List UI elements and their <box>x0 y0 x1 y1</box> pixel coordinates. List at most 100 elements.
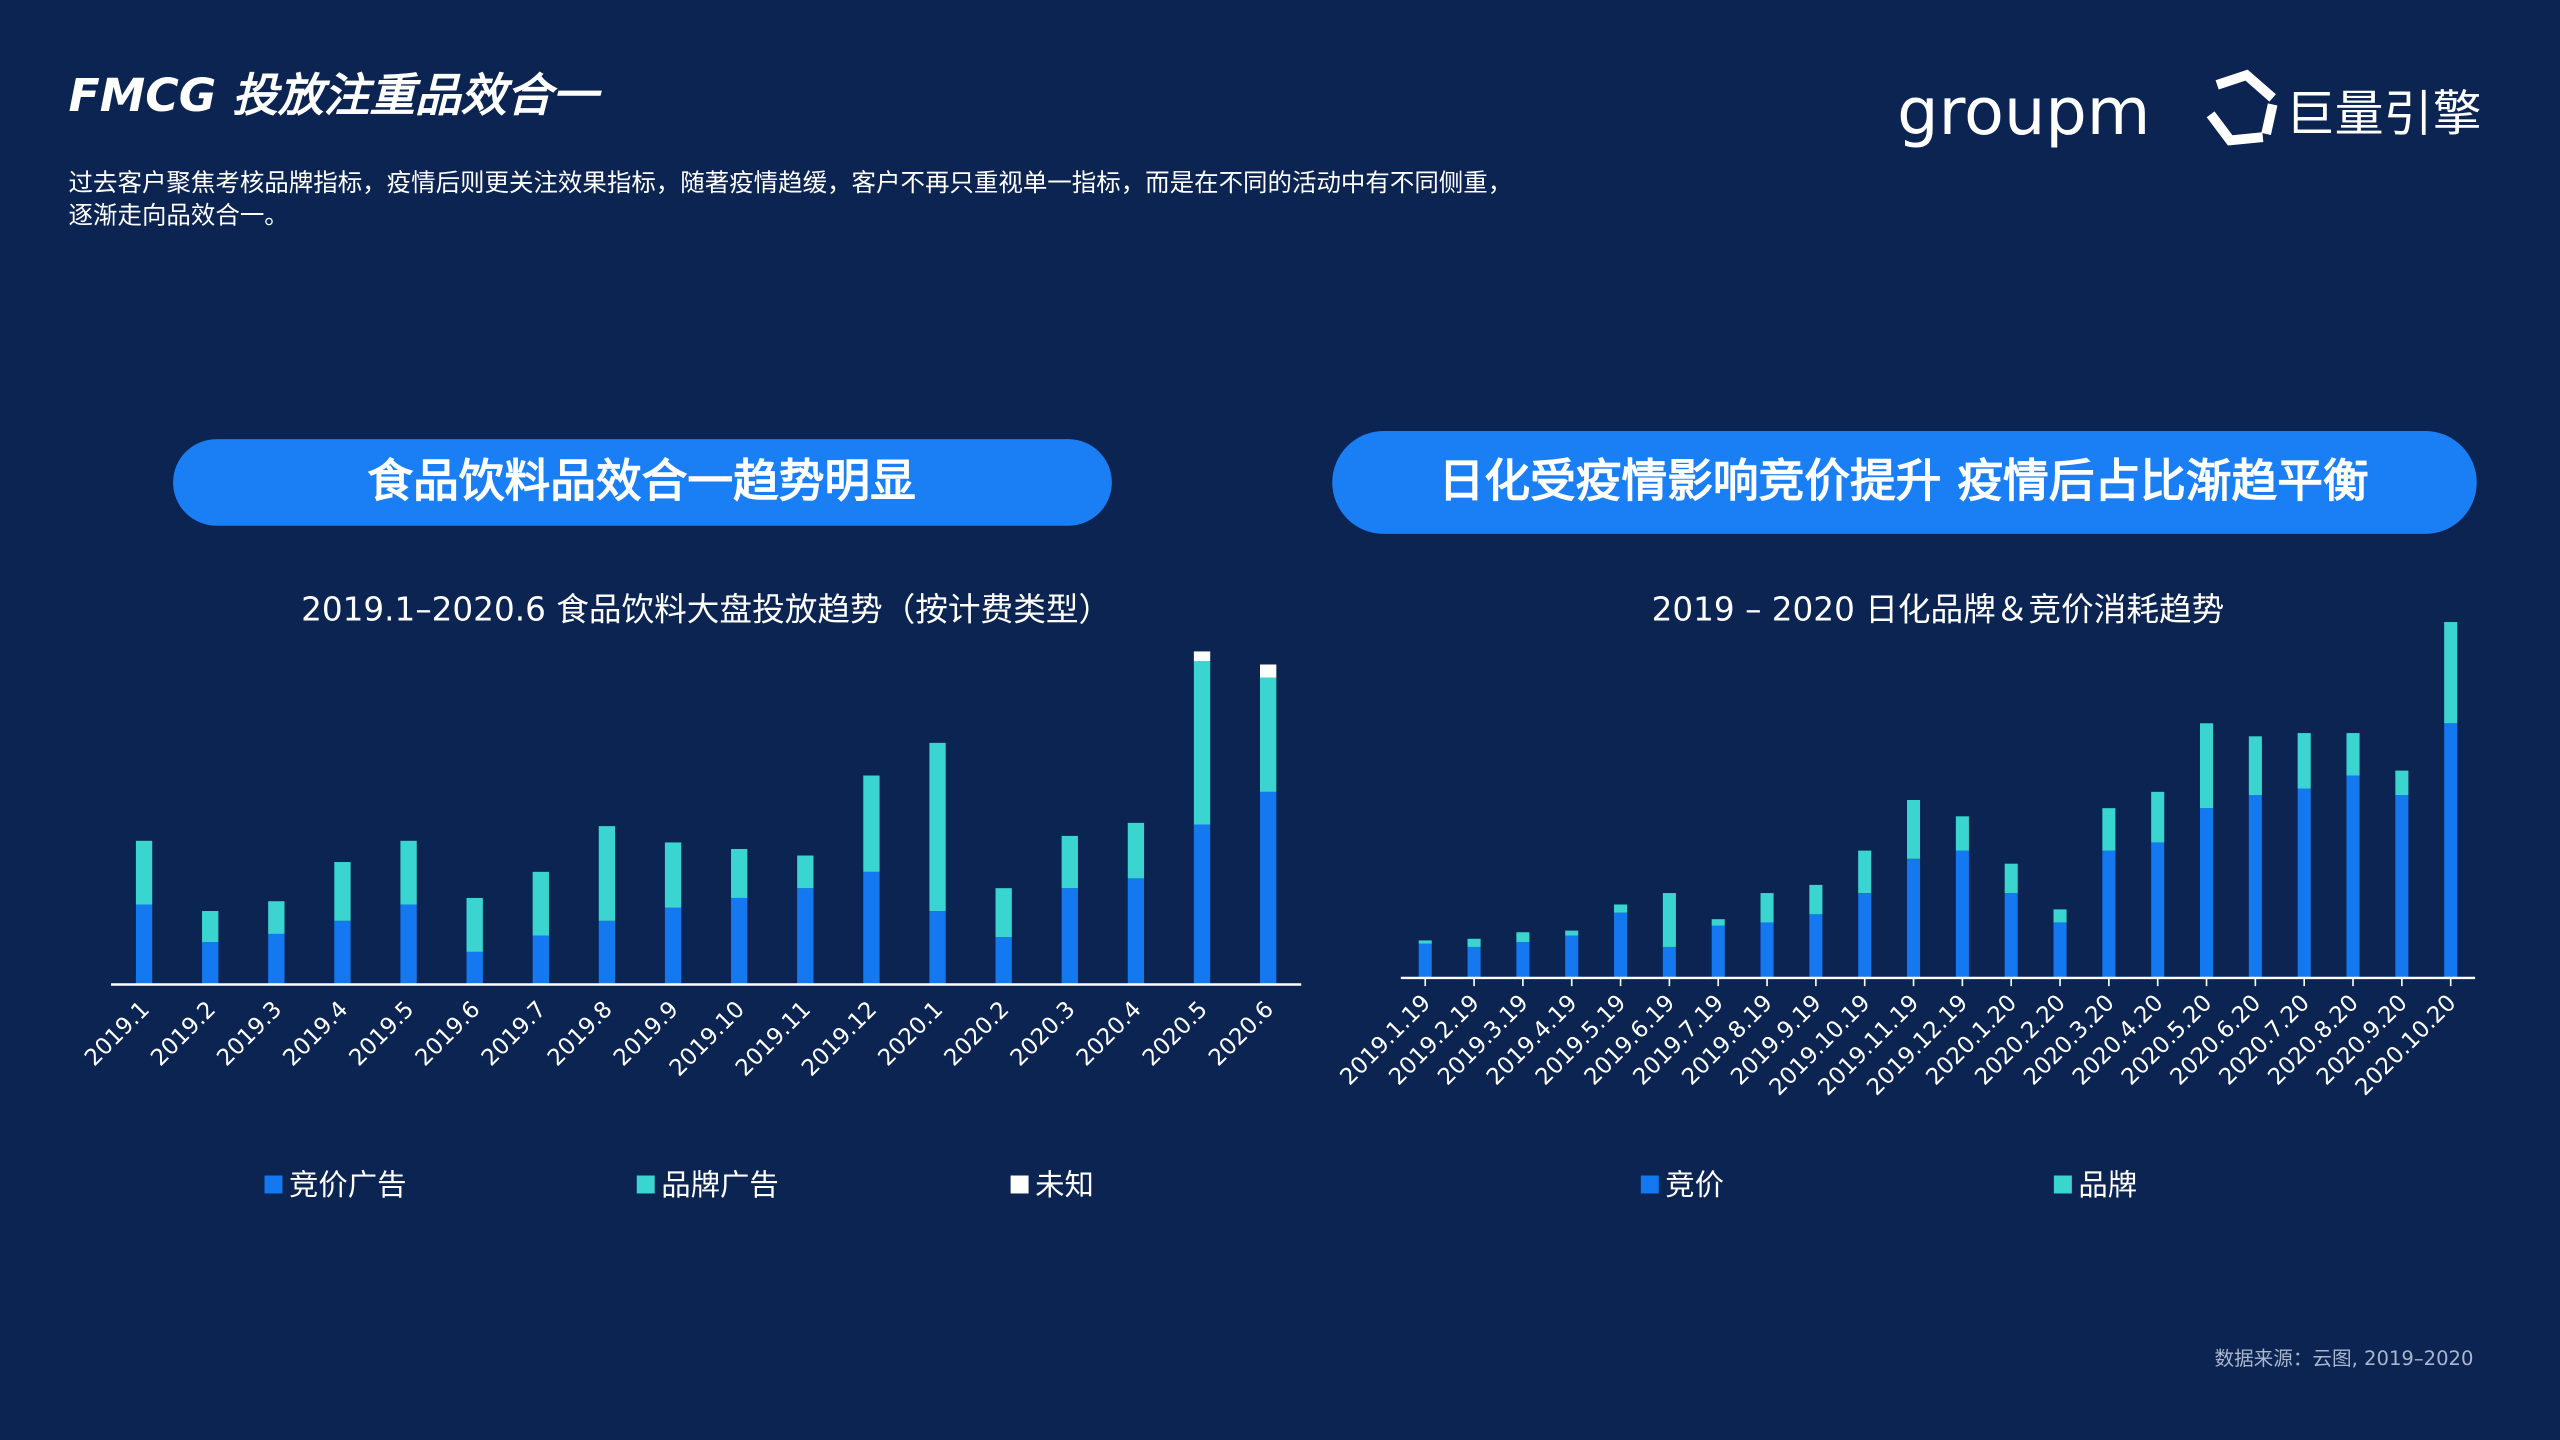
bar-segment <box>202 911 219 943</box>
legend-label: 品牌广告 <box>661 1168 779 1202</box>
bar-segment <box>1516 932 1530 943</box>
bar-segment <box>1127 822 1145 879</box>
bar-segment <box>1260 677 1277 792</box>
bar-segment <box>2102 850 2116 978</box>
legend-label: 竞价广告 <box>289 1168 407 1202</box>
bar-segment <box>1614 912 1628 978</box>
bar-segment <box>1907 800 1921 859</box>
bar-segment <box>1809 914 1823 978</box>
bar-segment <box>1127 878 1145 985</box>
bar-segment <box>1061 888 1078 985</box>
bar-segment <box>135 904 153 985</box>
bar-segment <box>400 840 417 905</box>
bar-segment <box>1614 904 1628 913</box>
bar-segment <box>268 901 285 934</box>
legend-swatch <box>636 1175 655 1194</box>
bar-segment <box>995 937 1012 985</box>
bar-segment <box>863 871 880 985</box>
bar-segment <box>1418 940 1432 944</box>
bar-segment <box>664 842 682 908</box>
bar-segment <box>466 897 483 952</box>
bar-segment <box>2297 788 2311 978</box>
bar-segment <box>929 742 946 912</box>
bar-segment <box>466 951 483 985</box>
bar-segment <box>2248 795 2262 978</box>
bar-segment <box>1260 791 1277 985</box>
banner <box>173 439 1112 526</box>
bar-segment <box>1711 919 1725 926</box>
bar-segment <box>2200 723 2214 809</box>
bar-segment <box>400 904 417 985</box>
bar-segment <box>2053 909 2067 923</box>
bar-segment <box>731 848 748 898</box>
bar-segment <box>135 840 153 905</box>
banner <box>1332 431 2477 534</box>
bar-segment <box>731 897 748 985</box>
bar-segment <box>863 775 880 872</box>
bar-segment <box>2444 723 2458 978</box>
bar-segment <box>532 935 549 985</box>
bar-segment <box>334 862 351 921</box>
bar-segment <box>797 888 814 985</box>
legend-swatch <box>2053 1175 2072 1194</box>
bar-segment <box>334 920 351 985</box>
bar-segment <box>1662 893 1676 947</box>
bar-segment <box>1955 850 1969 978</box>
bar-segment <box>1418 943 1432 978</box>
bar-segment <box>2395 795 2409 978</box>
bar-segment <box>1467 938 1481 947</box>
legend-label: 品牌 <box>2078 1168 2137 1202</box>
bar-segment <box>532 871 549 936</box>
legend-swatch <box>1010 1175 1029 1194</box>
subtitle-line: 逐渐走向品效合一。 <box>69 201 289 230</box>
bar-segment <box>2004 863 2018 894</box>
page-title: FMCG 投放注重品效合一 <box>69 69 603 122</box>
bar-segment <box>1809 884 1823 915</box>
bar-segment <box>1662 946 1676 978</box>
bar-segment <box>1907 858 1921 978</box>
bar-segment <box>1760 893 1774 923</box>
legend-label: 竞价 <box>1665 1168 1724 1202</box>
bar-segment <box>1061 835 1078 889</box>
bar-segment <box>1711 925 1725 978</box>
logo-juliang: 巨量引擎 <box>2286 86 2482 143</box>
bar-segment <box>1858 893 1872 978</box>
logo-icon <box>2206 69 2278 146</box>
bar-segment <box>995 888 1012 938</box>
bar-segment <box>2297 733 2311 789</box>
bar-segment <box>1955 816 1969 851</box>
chart-title: 2019 – 2020 日化品牌＆竞价消耗趋势 <box>1652 590 2225 628</box>
source-note: 数据来源：云图, 2019–2020 <box>2215 1347 2474 1370</box>
bar-segment <box>1467 946 1481 978</box>
bar-segment <box>2395 770 2409 796</box>
bar-segment <box>929 911 946 985</box>
bar-segment <box>2151 842 2165 978</box>
bar-segment <box>797 855 814 889</box>
bar-segment <box>2151 791 2165 843</box>
bar-segment <box>2102 808 2116 851</box>
bar-segment <box>1260 664 1277 678</box>
legend-swatch <box>264 1175 283 1194</box>
banner-text: 食品饮料品效合一趋势明显 <box>367 454 915 507</box>
bar-segment <box>2346 733 2360 776</box>
subtitle-line: 过去客户聚焦考核品牌指标，疫情后则更关注效果指标，随著疫情趋缓，客户不再只重视单… <box>69 168 1513 197</box>
bar-segment <box>2004 893 2018 978</box>
chart-title: 2019.1–2020.6 食品饮料大盘投放趋势（按计费类型） <box>301 590 1111 628</box>
banner-text: 日化受疫情影响竞价提升 疫情后占比渐趋平衡 <box>1439 454 2369 507</box>
bar-segment <box>2444 622 2458 724</box>
bar-segment <box>2248 736 2262 796</box>
bar-segment <box>1193 661 1211 825</box>
bar-segment <box>2346 775 2360 978</box>
bar-segment <box>1193 824 1211 985</box>
bar-segment <box>1565 930 1579 936</box>
bar-segment <box>598 826 616 921</box>
bar-segment <box>1516 942 1530 978</box>
legend-swatch <box>1640 1175 1659 1194</box>
bar-segment <box>2200 808 2214 978</box>
bar-segment <box>1760 922 1774 978</box>
bar-segment <box>1193 651 1211 662</box>
bar-segment <box>268 933 285 985</box>
